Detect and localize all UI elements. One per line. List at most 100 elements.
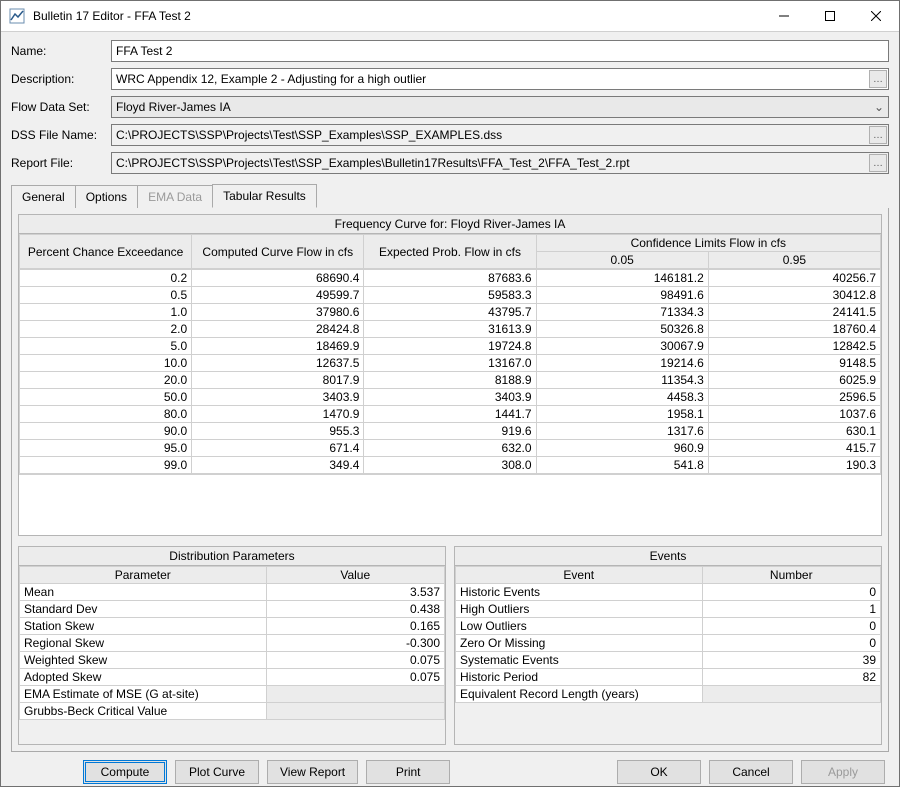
- tab-options[interactable]: Options: [75, 185, 138, 208]
- table-row: Systematic Events39: [456, 652, 881, 669]
- table-cell: 59583.3: [364, 287, 536, 304]
- event-name: Historic Period: [456, 669, 703, 686]
- table-row[interactable]: 80.01470.91441.71958.11037.6: [20, 406, 881, 423]
- close-button[interactable]: [853, 1, 899, 31]
- frequency-header-table: Percent Chance Exceedance Computed Curve…: [19, 234, 881, 269]
- table-cell: 19214.6: [536, 355, 708, 372]
- table-row: Station Skew0.165: [20, 618, 445, 635]
- dss-browse-button[interactable]: …: [869, 126, 887, 144]
- table-cell: 71334.3: [536, 304, 708, 321]
- table-row[interactable]: 10.012637.513167.019214.69148.5: [20, 355, 881, 372]
- report-label: Report File:: [11, 156, 111, 170]
- table-cell: 50326.8: [536, 321, 708, 338]
- events-title: Events: [455, 547, 881, 566]
- param-value: 0.165: [266, 618, 445, 635]
- table-row: Regional Skew-0.300: [20, 635, 445, 652]
- table-row: Low Outliers0: [456, 618, 881, 635]
- table-row[interactable]: 90.0955.3919.61317.6630.1: [20, 423, 881, 440]
- event-number: 1: [702, 601, 881, 618]
- table-row[interactable]: 5.018469.919724.830067.912842.5: [20, 338, 881, 355]
- table-cell: 2596.5: [708, 389, 880, 406]
- compute-button[interactable]: Compute: [83, 760, 167, 784]
- event-name: Equivalent Record Length (years): [456, 686, 703, 703]
- dss-input: [111, 124, 889, 146]
- table-cell: 2.0: [20, 321, 192, 338]
- minimize-button[interactable]: [761, 1, 807, 31]
- table-cell: 28424.8: [192, 321, 364, 338]
- table-cell: 95.0: [20, 440, 192, 457]
- table-row[interactable]: 95.0671.4632.0960.9415.7: [20, 440, 881, 457]
- table-cell: 18760.4: [708, 321, 880, 338]
- table-cell: 3403.9: [364, 389, 536, 406]
- param-name: Grubbs-Beck Critical Value: [20, 703, 267, 720]
- table-cell: 1.0: [20, 304, 192, 321]
- events-table: Event Number Historic Events0High Outlie…: [455, 566, 881, 703]
- col-conf-05: 0.05: [536, 252, 708, 269]
- table-cell: 0.2: [20, 270, 192, 287]
- tab-strip: General Options EMA Data Tabular Results: [11, 184, 889, 208]
- plot-curve-button[interactable]: Plot Curve: [175, 760, 259, 784]
- dataset-combo[interactable]: Floyd River-James IA ⌄: [111, 96, 889, 118]
- table-cell: 90.0: [20, 423, 192, 440]
- param-value: 3.537: [266, 584, 445, 601]
- report-browse-button[interactable]: …: [869, 154, 887, 172]
- table-cell: 1441.7: [364, 406, 536, 423]
- table-row[interactable]: 50.03403.93403.94458.32596.5: [20, 389, 881, 406]
- distribution-panel: Distribution Parameters Parameter Value …: [18, 546, 446, 745]
- table-row[interactable]: 99.0349.4308.0541.8190.3: [20, 457, 881, 474]
- table-row[interactable]: 2.028424.831613.950326.818760.4: [20, 321, 881, 338]
- frequency-data-table: 0.268690.487683.6146181.240256.70.549599…: [19, 269, 881, 474]
- table-cell: 541.8: [536, 457, 708, 474]
- table-cell: 24141.5: [708, 304, 880, 321]
- table-cell: 1037.6: [708, 406, 880, 423]
- maximize-button[interactable]: [807, 1, 853, 31]
- print-button[interactable]: Print: [366, 760, 450, 784]
- name-input[interactable]: [111, 40, 889, 62]
- table-row: Standard Dev0.438: [20, 601, 445, 618]
- events-col-number: Number: [702, 567, 881, 584]
- table-row: High Outliers1: [456, 601, 881, 618]
- table-row[interactable]: 0.549599.759583.398491.630412.8: [20, 287, 881, 304]
- event-name: Low Outliers: [456, 618, 703, 635]
- table-cell: 11354.3: [536, 372, 708, 389]
- cancel-button[interactable]: Cancel: [709, 760, 793, 784]
- param-name: EMA Estimate of MSE (G at-site): [20, 686, 267, 703]
- table-cell: 19724.8: [364, 338, 536, 355]
- table-cell: 4458.3: [536, 389, 708, 406]
- table-cell: 6025.9: [708, 372, 880, 389]
- description-expand-button[interactable]: …: [869, 70, 887, 88]
- table-cell: 8017.9: [192, 372, 364, 389]
- param-name: Regional Skew: [20, 635, 267, 652]
- table-row[interactable]: 1.037980.643795.771334.324141.5: [20, 304, 881, 321]
- description-input[interactable]: [111, 68, 889, 90]
- param-value: -0.300: [266, 635, 445, 652]
- ok-button[interactable]: OK: [617, 760, 701, 784]
- event-name: High Outliers: [456, 601, 703, 618]
- param-name: Standard Dev: [20, 601, 267, 618]
- table-row: Equivalent Record Length (years): [456, 686, 881, 703]
- table-cell: 5.0: [20, 338, 192, 355]
- dist-col-value: Value: [266, 567, 445, 584]
- client-area: Name: Description: … Flow Data Set: Floy…: [1, 32, 899, 794]
- event-number: 82: [702, 669, 881, 686]
- tab-tabular-results[interactable]: Tabular Results: [212, 184, 317, 208]
- table-cell: 3403.9: [192, 389, 364, 406]
- param-name: Station Skew: [20, 618, 267, 635]
- param-value: 0.438: [266, 601, 445, 618]
- table-cell: 18469.9: [192, 338, 364, 355]
- view-report-button[interactable]: View Report: [267, 760, 358, 784]
- table-row: Historic Events0: [456, 584, 881, 601]
- event-name: Historic Events: [456, 584, 703, 601]
- app-icon: [9, 8, 25, 24]
- event-name: Systematic Events: [456, 652, 703, 669]
- table-cell: 30067.9: [536, 338, 708, 355]
- frequency-title: Frequency Curve for: Floyd River-James I…: [19, 215, 881, 234]
- table-row[interactable]: 0.268690.487683.6146181.240256.7: [20, 270, 881, 287]
- table-row: Weighted Skew0.075: [20, 652, 445, 669]
- tab-general[interactable]: General: [11, 185, 76, 208]
- col-pce: Percent Chance Exceedance: [20, 235, 192, 269]
- event-name: Zero Or Missing: [456, 635, 703, 652]
- events-panel: Events Event Number Historic Events0High…: [454, 546, 882, 745]
- table-row[interactable]: 20.08017.98188.911354.36025.9: [20, 372, 881, 389]
- dataset-label: Flow Data Set:: [11, 100, 111, 114]
